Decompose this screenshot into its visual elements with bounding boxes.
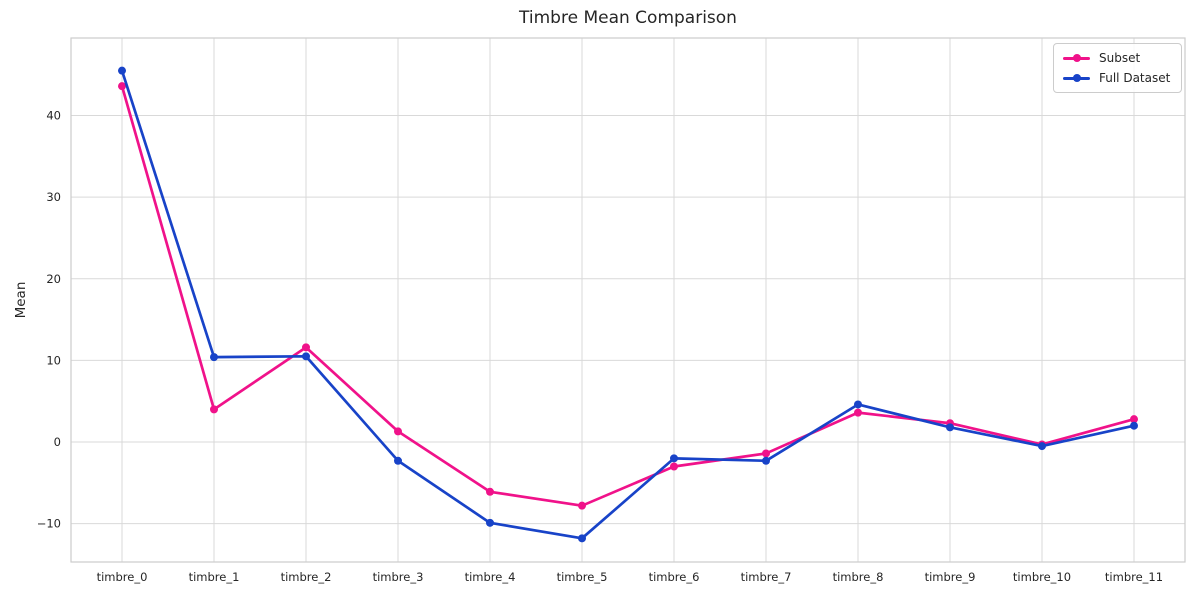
y-tick-label: 10 (46, 353, 61, 367)
x-tick-label: timbre_10 (1013, 570, 1071, 584)
x-tick-label: timbre_6 (649, 570, 700, 584)
data-point-marker (854, 408, 862, 417)
data-point-marker (210, 405, 218, 414)
y-tick-label: −10 (37, 517, 61, 531)
data-point-marker (578, 534, 586, 543)
legend-label-subset: Subset (1099, 51, 1141, 65)
data-point-marker (578, 501, 586, 510)
data-point-marker (762, 449, 770, 458)
data-point-marker (486, 518, 494, 527)
data-point-marker (1130, 415, 1138, 424)
data-point-marker (1038, 442, 1046, 451)
series-line-0 (120, 84, 1136, 508)
y-tick-label: 40 (46, 109, 61, 123)
legend-label-full-dataset: Full Dataset (1099, 71, 1171, 85)
data-point-marker (394, 427, 402, 436)
data-point-marker (486, 487, 494, 496)
y-tick-label: 30 (46, 190, 61, 204)
x-tick-label: timbre_4 (465, 570, 516, 584)
chart-title: Timbre Mean Comparison (519, 8, 737, 28)
y-tick-label: 0 (54, 435, 61, 449)
x-tick-label: timbre_0 (97, 570, 148, 584)
data-point-marker (670, 454, 678, 463)
x-tick-label: timbre_9 (925, 570, 976, 584)
data-point-marker (762, 456, 770, 465)
data-point-marker (670, 462, 678, 471)
legend-swatch-full-dataset-icon (1063, 74, 1090, 83)
legend-item-full-dataset: Full Dataset (1063, 71, 1170, 85)
data-point-marker (946, 423, 954, 432)
data-point-marker (302, 343, 310, 352)
x-tick-label: timbre_3 (373, 570, 424, 584)
series-line-1 (120, 69, 1136, 540)
data-point-marker (118, 82, 126, 91)
legend: Subset Full Dataset (1053, 43, 1183, 93)
x-tick-label: timbre_1 (189, 570, 240, 584)
plot-border (70, 37, 1186, 563)
x-tick-label: timbre_8 (833, 570, 884, 584)
data-point-marker (118, 66, 126, 75)
data-point-marker (210, 353, 218, 362)
x-tick-label: timbre_11 (1105, 570, 1163, 584)
data-point-marker (854, 400, 862, 409)
x-tick-label: timbre_2 (281, 570, 332, 584)
data-point-marker (394, 456, 402, 465)
x-tick-label: timbre_5 (557, 570, 608, 584)
legend-item-subset: Subset (1063, 51, 1170, 65)
data-point-marker (1130, 421, 1138, 430)
x-tick-label: timbre_7 (741, 570, 792, 584)
legend-swatch-subset-icon (1063, 54, 1090, 63)
y-tick-label: 20 (46, 272, 61, 286)
data-point-marker (302, 352, 310, 361)
